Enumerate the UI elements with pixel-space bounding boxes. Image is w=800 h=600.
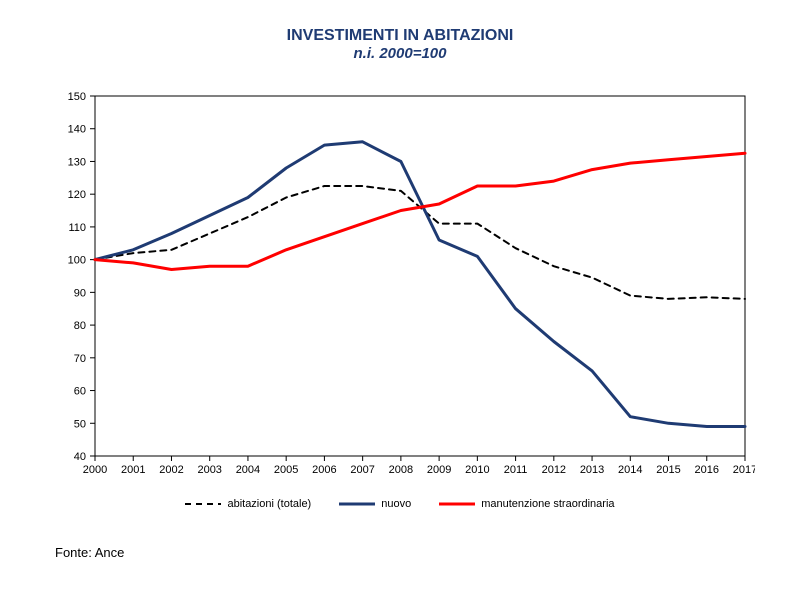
svg-text:2010: 2010 (465, 464, 489, 476)
title-line-2: n.i. 2000=100 (0, 45, 800, 63)
chart-svg: 40 50 60 70 80 90 100 110 120 130 140 150 2000 2001 20… (55, 90, 755, 480)
legend-swatch-0 (185, 498, 221, 510)
svg-text:90: 90 (74, 287, 86, 299)
svg-text:130: 130 (68, 156, 86, 168)
svg-text:2000: 2000 (83, 464, 107, 476)
svg-text:2009: 2009 (427, 464, 451, 476)
source-text: Fonte: Ance (55, 545, 124, 560)
legend-swatch-2 (439, 498, 475, 510)
chart-plot: 40 50 60 70 80 90 100 110 120 130 140 150 2000 2001 20… (55, 90, 755, 480)
svg-text:140: 140 (68, 124, 86, 136)
svg-text:70: 70 (74, 353, 86, 365)
legend-item-1: nuovo (339, 498, 411, 510)
legend-label-0: abitazioni (totale) (227, 498, 311, 510)
svg-text:2007: 2007 (350, 464, 374, 476)
svg-text:2012: 2012 (542, 464, 566, 476)
svg-text:150: 150 (68, 91, 86, 103)
svg-text:2004: 2004 (236, 464, 260, 476)
chart-title: INVESTIMENTI IN ABITAZIONI n.i. 2000=100 (0, 26, 800, 63)
svg-text:80: 80 (74, 320, 86, 332)
legend-label-2: manutenzione straordinaria (481, 498, 614, 510)
svg-text:2011: 2011 (504, 464, 528, 476)
svg-text:110: 110 (68, 222, 86, 234)
svg-text:2016: 2016 (695, 464, 719, 476)
svg-text:2014: 2014 (618, 464, 642, 476)
svg-text:2015: 2015 (656, 464, 680, 476)
svg-text:2002: 2002 (159, 464, 183, 476)
svg-text:2005: 2005 (274, 464, 298, 476)
svg-text:2003: 2003 (197, 464, 221, 476)
svg-text:40: 40 (74, 451, 86, 463)
svg-text:2013: 2013 (580, 464, 604, 476)
chart-container: INVESTIMENTI IN ABITAZIONI n.i. 2000=100… (0, 0, 800, 600)
legend-item-0: abitazioni (totale) (185, 498, 311, 510)
svg-text:2006: 2006 (312, 464, 336, 476)
svg-text:2001: 2001 (121, 464, 145, 476)
legend-label-1: nuovo (381, 498, 411, 510)
chart-legend: abitazioni (totale) nuovo manutenzione str… (0, 498, 800, 510)
legend-swatch-1 (339, 498, 375, 510)
svg-text:100: 100 (68, 255, 86, 267)
legend-item-2: manutenzione straordinaria (439, 498, 614, 510)
svg-text:50: 50 (74, 418, 86, 430)
title-line-1: INVESTIMENTI IN ABITAZIONI (0, 26, 800, 45)
svg-text:2017: 2017 (733, 464, 755, 476)
svg-text:60: 60 (74, 386, 86, 398)
svg-text:2008: 2008 (389, 464, 413, 476)
svg-text:120: 120 (68, 189, 86, 201)
